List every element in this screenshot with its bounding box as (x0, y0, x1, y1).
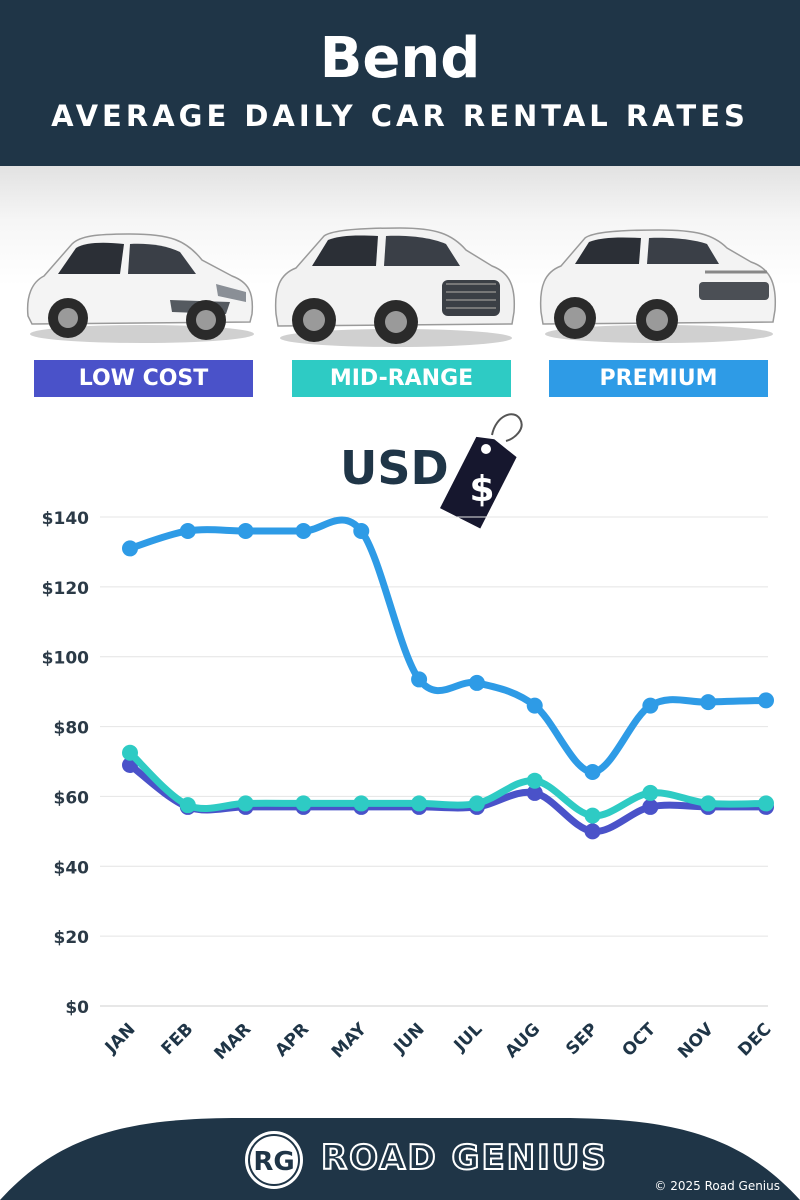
data-point-mid-range (584, 807, 601, 824)
y-axis: $0 $20 $40 $60 $80 $100 $120 $140 (42, 509, 89, 1018)
data-point-premium (584, 763, 601, 780)
mid-range-badge: MID-RANGE (292, 360, 511, 397)
price-tag-icon: $ (440, 413, 523, 529)
footer-background (0, 1118, 800, 1200)
chart-series (122, 516, 774, 840)
data-point-low-cost (584, 823, 601, 840)
y-tick-label: $100 (42, 649, 89, 669)
data-point-low-cost (642, 798, 659, 815)
data-point-premium (411, 671, 428, 688)
x-tick-label: MAR (211, 1019, 256, 1064)
data-point-premium (700, 694, 717, 711)
data-point-premium (179, 522, 196, 539)
data-point-mid-range (237, 795, 254, 812)
data-point-premium (353, 522, 370, 539)
y-tick-label: $60 (54, 788, 90, 808)
x-tick-label: NOV (674, 1019, 718, 1063)
x-tick-label: JAN (101, 1019, 140, 1058)
data-point-premium (642, 697, 659, 714)
low-cost-badge: LOW COST (34, 360, 253, 397)
data-point-premium (237, 522, 254, 539)
y-tick-label: $20 (54, 928, 90, 948)
luxury-suv-car-icon (539, 229, 777, 343)
y-tick-label: $0 (65, 998, 89, 1018)
y-tick-label: $120 (42, 579, 89, 599)
dollar-sign-text: $ (469, 469, 494, 510)
x-tick-label: OCT (619, 1019, 661, 1061)
header-banner: Bend AVERAGE DAILY CAR RENTAL RATES (0, 0, 800, 166)
data-point-mid-range (122, 744, 138, 761)
data-point-mid-range (758, 795, 774, 812)
page-subtitle: AVERAGE DAILY CAR RENTAL RATES (51, 99, 749, 133)
suv-car-icon (274, 227, 516, 347)
data-point-premium (295, 522, 312, 539)
premium-badge: PREMIUM (549, 360, 768, 397)
data-point-mid-range (526, 772, 543, 789)
data-point-mid-range (179, 797, 196, 814)
series-premium (122, 516, 774, 780)
data-point-mid-range (468, 795, 485, 812)
series-mid-range (122, 744, 774, 824)
x-tick-label: MAY (328, 1019, 371, 1062)
x-tick-label: SEP (562, 1019, 602, 1059)
data-point-premium (758, 692, 774, 709)
y-tick-label: $40 (54, 858, 90, 878)
x-tick-label: AUG (502, 1019, 545, 1062)
data-point-mid-range (411, 795, 428, 812)
x-tick-label: FEB (158, 1019, 198, 1059)
x-tick-label: JUN (389, 1019, 428, 1058)
currency-label: USD (340, 441, 449, 495)
y-tick-label: $80 (54, 719, 90, 739)
data-point-premium (468, 674, 485, 691)
copyright-text: © 2025 Road Genius (654, 1179, 780, 1193)
data-point-mid-range (700, 795, 717, 812)
x-axis: JAN FEB MAR APR MAY JUN JUL AUG SEP OCT NOV DEC (101, 1019, 776, 1064)
data-point-mid-range (642, 784, 659, 801)
data-point-mid-range (295, 795, 312, 812)
data-point-premium (526, 697, 543, 714)
x-tick-label: DEC (734, 1019, 775, 1060)
chart-gridlines (100, 516, 768, 1007)
rental-rate-line-chart: $0 $20 $40 $60 $80 $100 $120 $140 JAN FEB MAR APR M… (42, 509, 776, 1064)
logo-text: RG (253, 1147, 294, 1177)
city-title: Bend (319, 26, 481, 91)
data-point-mid-range (353, 795, 370, 812)
x-tick-label: JUL (450, 1019, 487, 1056)
hatchback-car-icon (26, 233, 254, 343)
x-tick-label: APR (271, 1019, 313, 1061)
data-point-premium (122, 540, 138, 557)
road-genius-logo-icon: RG (245, 1131, 303, 1189)
brand-name: ROAD GENIUS (320, 1137, 608, 1179)
y-tick-label: $140 (42, 509, 89, 529)
series-line-premium (126, 516, 770, 776)
data-point-low-cost (526, 784, 543, 801)
